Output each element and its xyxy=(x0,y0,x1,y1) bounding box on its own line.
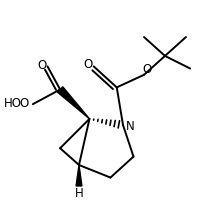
Text: O: O xyxy=(38,59,47,72)
Polygon shape xyxy=(58,87,89,119)
Text: N: N xyxy=(126,120,135,133)
Text: H: H xyxy=(75,187,83,200)
Text: HO: HO xyxy=(4,97,22,110)
Text: O: O xyxy=(84,58,93,71)
Text: O: O xyxy=(19,97,29,110)
Text: O: O xyxy=(142,63,152,76)
Polygon shape xyxy=(76,165,82,186)
